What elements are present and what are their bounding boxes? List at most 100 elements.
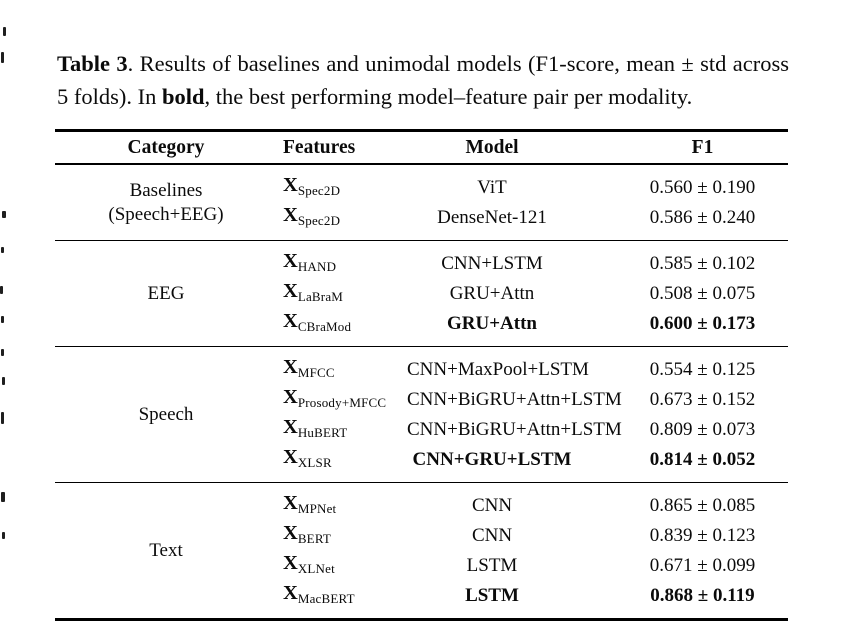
feature-symbol: X [283,492,298,514]
caption-bold-text: Table 3 [57,50,128,76]
feature-symbol: X [283,356,298,378]
table-row: Speech XMFCC CNN+MaxPool+LSTM 0.554 ± 0.125 [55,347,788,425]
model-cell: CNN+MaxPool+LSTM [407,359,589,380]
model-cell: CNN+LSTM [441,253,543,274]
f1-cell: 0.586 ± 0.240 [649,207,756,228]
category-label: Baselines [129,179,203,201]
table-row: EEG XHAND CNN+LSTM 0.585 ± 0.102 [55,241,788,304]
results-table-container: Category Features Model F1 Baselines (Spe… [55,129,788,621]
model-cell: ViT [477,177,507,198]
scan-edge-fragment [0,286,3,294]
f1-cell: 0.868 ± 0.119 [650,585,755,606]
caption-bold-text: bold [162,83,205,109]
f1-cell: 0.814 ± 0.052 [649,449,756,470]
scan-edge-fragment [2,211,6,218]
scan-edge-fragment [1,492,5,502]
feature-symbol: X [283,250,298,272]
table-group: Speech XMFCC CNN+MaxPool+LSTM 0.554 ± 0.125… [55,346,788,483]
caption-text: . Results of baselines and unimodal mode… [57,50,789,109]
table-row: Baselines (Speech+EEG) XSpec2D ViT 0.560 ± 0… [55,164,788,225]
table-row: Text XMPNet CNN 0.865 ± 0.085 [55,483,788,561]
table-row: XProsody+MFCC CNN+BiGRU+Attn+LSTM 0.673 ± … [55,385,788,415]
scan-edge-fragment [1,316,4,323]
model-cell: CNN+BiGRU+Attn+LSTM [407,389,622,410]
feature-symbol: X [283,582,298,604]
f1-cell: 0.671 ± 0.099 [649,555,756,576]
feature-cell: XXLNet [277,551,407,581]
f1-cell: 0.600 ± 0.173 [649,313,756,334]
f1-cell: 0.508 ± 0.075 [649,283,756,304]
table-caption: Table 3. Results of baselines and unimod… [57,47,789,113]
scan-edge-fragment [2,377,5,385]
f1-cell: 0.560 ± 0.190 [649,177,756,198]
feature-cell: XMFCC [277,347,407,386]
model-cell: GRU+Attn [449,283,535,304]
model-cell: DenseNet-121 [437,207,547,228]
category-cell: Speech [55,347,277,483]
feature-subscript: MFCC [297,365,335,380]
category-cell: EEG [55,241,277,347]
feature-subscript: MacBERT [297,591,355,606]
feature-cell: XProsody+MFCC [277,385,407,415]
column-header-category: Category [55,130,277,165]
category-cell: Text [55,483,277,620]
scan-edge-fragment [1,349,4,356]
feature-subscript: HuBERT [297,425,348,440]
scan-edge-fragment [3,27,6,36]
f1-cell: 0.839 ± 0.123 [649,525,756,546]
feature-symbol: X [283,174,298,196]
feature-subscript: CBraMod [297,319,352,334]
table-row: XLaBraM GRU+Attn 0.508 ± 0.075 [55,279,788,309]
feature-symbol: X [283,552,298,574]
feature-cell: XHuBERT [277,415,407,445]
table-group: Text XMPNet CNN 0.865 ± 0.085 XBERT CNN 0.839 … [55,482,788,620]
feature-subscript: Spec2D [297,213,341,228]
table-row: XXLSR CNN+GRU+LSTM 0.814 ± 0.052 [55,445,788,483]
model-cell: LSTM [466,555,518,576]
caption-text: , the best performing model–feature pair… [204,83,693,109]
feature-symbol: X [283,280,298,302]
table-row: XBERT CNN 0.839 ± 0.123 [55,521,788,551]
feature-cell: XBERT [277,521,407,551]
model-cell: LSTM [465,585,519,606]
model-cell: CNN [471,525,513,546]
table-group: Baselines (Speech+EEG) XSpec2D ViT 0.560 ± 0… [55,164,788,241]
table-row: XSpec2D DenseNet-121 0.586 ± 0.240 [55,203,788,241]
model-cell: CNN+BiGRU+Attn+LSTM [407,419,622,440]
feature-cell: XCBraMod [277,309,407,347]
category-label: Speech [138,403,194,425]
feature-cell: XMacBERT [277,581,407,620]
category-label: (Speech+EEG) [108,203,224,225]
table-group: EEG XHAND CNN+LSTM 0.585 ± 0.102 XLaBraM GRU+… [55,240,788,347]
column-header-model: Model [407,130,577,165]
table-row: XCBraMod GRU+Attn 0.600 ± 0.173 [55,309,788,347]
feature-symbol: X [283,522,298,544]
category-label: EEG [147,282,185,304]
scan-edge-fragment [1,52,4,63]
feature-symbol: X [283,446,298,468]
model-cell: CNN+GRU+LSTM [412,449,572,470]
model-cell: GRU+Attn [447,313,537,334]
feature-cell: XXLSR [277,445,407,483]
feature-subscript: HAND [297,259,337,274]
feature-cell: XMPNet [277,483,407,522]
feature-cell: XLaBraM [277,279,407,309]
scan-edge-fragment [1,412,4,424]
feature-subscript: XLSR [297,455,332,470]
feature-subscript: MPNet [297,501,337,516]
column-header-f1: F1 [577,130,788,165]
f1-cell: 0.809 ± 0.073 [649,419,756,440]
results-table: Category Features Model F1 Baselines (Spe… [55,129,788,621]
feature-subscript: BERT [297,531,332,546]
f1-cell: 0.673 ± 0.152 [649,389,756,410]
category-label: Text [149,539,183,561]
feature-symbol: X [283,310,298,332]
model-cell: CNN [471,495,513,516]
f1-cell: 0.554 ± 0.125 [649,359,756,380]
category-cell: Baselines (Speech+EEG) [55,164,277,241]
feature-subscript: Spec2D [297,183,341,198]
f1-cell: 0.865 ± 0.085 [649,495,756,516]
table-header-row: Category Features Model F1 [55,130,788,165]
feature-cell: XSpec2D [277,164,407,203]
column-header-features: Features [277,130,407,165]
